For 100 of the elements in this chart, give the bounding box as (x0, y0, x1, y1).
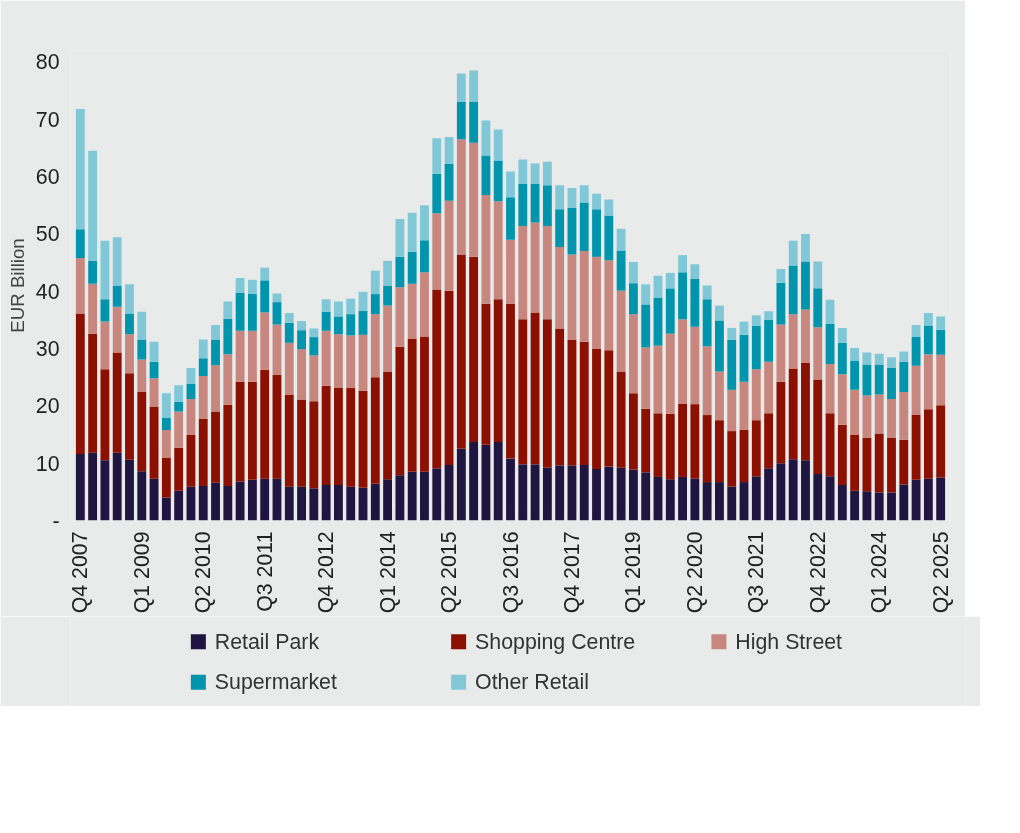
bar (444, 200, 454, 291)
bar (493, 129, 503, 161)
bar (346, 486, 356, 521)
bar (837, 424, 847, 485)
bar (788, 459, 798, 521)
bar (825, 413, 835, 477)
bar (923, 478, 933, 521)
bar (161, 457, 171, 498)
bar (506, 171, 515, 198)
bar (444, 137, 454, 164)
bar (678, 255, 687, 273)
bar (75, 454, 85, 521)
bar (346, 335, 356, 389)
bar (727, 389, 737, 432)
bar (555, 465, 565, 521)
bar (284, 342, 294, 395)
bar (911, 325, 921, 338)
bar (211, 482, 220, 521)
bar (260, 369, 270, 479)
bar (862, 491, 872, 521)
bar (370, 483, 380, 521)
bar (469, 142, 479, 257)
bar (174, 490, 184, 521)
bar (420, 336, 429, 472)
bar (530, 222, 540, 313)
bar (420, 471, 429, 521)
bar (555, 209, 565, 248)
bar (739, 429, 749, 483)
bar (788, 368, 798, 460)
bar (198, 376, 208, 420)
bar (125, 334, 134, 374)
bar (678, 272, 687, 320)
bar (678, 476, 687, 521)
bar (776, 324, 786, 382)
bar (395, 346, 405, 476)
bar (616, 371, 626, 468)
bar (887, 357, 896, 369)
bar (358, 291, 368, 311)
bar (653, 297, 663, 346)
bar (186, 368, 196, 385)
bar (788, 314, 798, 369)
bar (260, 267, 270, 281)
bar (518, 184, 528, 226)
bar (715, 305, 724, 321)
bar (592, 209, 601, 257)
bar (751, 325, 761, 370)
bar (235, 481, 245, 521)
bar (186, 384, 196, 399)
bar (334, 484, 343, 521)
bar (284, 394, 294, 487)
legend-label: Supermarket (214, 670, 337, 695)
bar (112, 352, 122, 453)
bar (309, 355, 319, 402)
bar (149, 478, 159, 521)
bar (321, 484, 331, 521)
bar (260, 280, 270, 313)
bar (88, 150, 98, 261)
bar (334, 334, 343, 388)
bar (862, 437, 872, 492)
bar (100, 321, 110, 370)
x-tick-label: Q2 2020 (682, 531, 707, 614)
bar (690, 326, 700, 405)
bar (334, 316, 343, 335)
bar (493, 441, 503, 521)
bar (198, 339, 208, 359)
bar (112, 237, 122, 287)
bar (604, 215, 614, 261)
bar (641, 304, 651, 348)
bar (149, 378, 159, 407)
bar (223, 318, 233, 355)
bar (813, 261, 823, 289)
bar (764, 468, 774, 521)
bar (874, 394, 884, 434)
bar (788, 240, 798, 266)
bar (813, 474, 823, 521)
bar (702, 299, 712, 347)
bar (284, 486, 294, 521)
bar (592, 349, 601, 469)
bar (247, 479, 257, 521)
bar (358, 390, 368, 488)
bar (579, 251, 589, 342)
bar (739, 334, 749, 382)
bar (801, 261, 810, 310)
bar (899, 484, 909, 521)
bar (764, 413, 774, 469)
y-tick-label: 80 (35, 50, 60, 75)
bar (198, 486, 208, 521)
bar (690, 264, 700, 279)
bar (370, 270, 380, 295)
bar (346, 314, 356, 336)
bar (456, 73, 466, 103)
bar (751, 315, 761, 326)
bar (801, 233, 810, 262)
bar (923, 313, 933, 326)
bar (75, 313, 85, 455)
bar (493, 299, 503, 442)
bar (936, 354, 946, 406)
bar (297, 399, 306, 487)
bar (469, 441, 479, 521)
bar (874, 433, 884, 493)
